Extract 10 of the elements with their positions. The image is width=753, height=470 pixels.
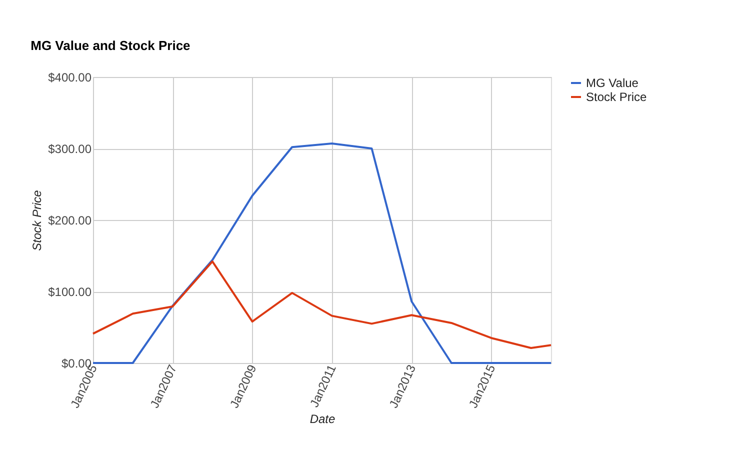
- y-tick-label: $100.00: [48, 285, 92, 299]
- chart-title: MG Value and Stock Price: [30, 38, 190, 53]
- y-tick-label: $400.00: [48, 70, 92, 84]
- y-tick-label: $300.00: [48, 142, 92, 156]
- legend-label: MG Value: [586, 76, 639, 90]
- x-axis-title: Date: [310, 412, 336, 426]
- legend-label: Stock Price: [586, 90, 648, 104]
- line-series: [92, 260, 552, 349]
- y-tick-label: $200.00: [48, 214, 92, 228]
- y-axis-title: Stock Price: [30, 190, 44, 251]
